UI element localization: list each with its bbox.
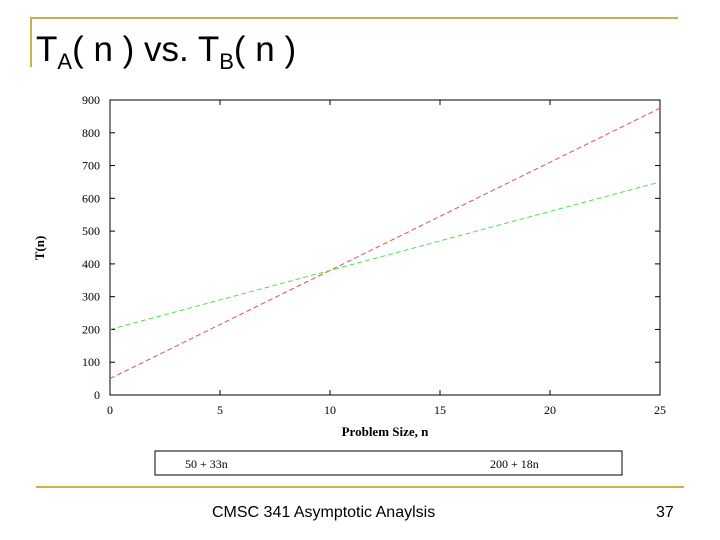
footer-course-title: CMSC 341 Asymptotic Anaylsis: [212, 504, 436, 521]
series-line-1: [109, 107, 661, 380]
title-text-1: T: [36, 30, 58, 69]
title-text-2: ( n ) vs. T: [72, 30, 220, 69]
legend: 50 + 33n 200 + 18n: [185, 457, 539, 471]
page-number: 37: [656, 504, 674, 521]
title-subscript-a: A: [57, 49, 73, 74]
legend-entry-1: 50 + 33n: [185, 457, 228, 471]
y-tick-label: 400: [82, 257, 100, 271]
x-tick-label: 0: [107, 403, 113, 417]
y-tick-label: 700: [82, 159, 100, 173]
plot-frame: [109, 99, 661, 396]
y-tick-label: 100: [82, 355, 100, 369]
x-tick-label: 15: [434, 403, 446, 417]
y-tick-label: 300: [82, 290, 100, 304]
y-tick-label: 200: [82, 322, 100, 336]
y-tick-label: 800: [82, 126, 100, 140]
title-subscript-b: B: [219, 49, 234, 74]
x-tick-label: 10: [324, 403, 336, 417]
x-tick-label: 25: [654, 403, 666, 417]
y-tick-label: 900: [82, 93, 100, 107]
x-axis-label: Problem Size, n: [342, 424, 430, 439]
x-axis: 0 5 10 15 20 25: [107, 100, 666, 417]
y-axis-label: T(n): [32, 236, 47, 261]
series-line-2: [109, 181, 661, 330]
series-lines: [109, 107, 661, 380]
y-tick-label: 500: [82, 224, 100, 238]
x-tick-label: 20: [544, 403, 556, 417]
y-tick-label: 0: [94, 388, 100, 402]
legend-box: [154, 450, 623, 476]
title-rule-left: [30, 17, 32, 67]
legend-entry-2: 200 + 18n: [490, 457, 539, 471]
title-text-3: ( n ): [233, 30, 297, 69]
y-axis: 0 100 200 300 400 500 600 700 800 900: [82, 93, 660, 402]
y-tick-label: 600: [82, 191, 100, 205]
footer-rule: [36, 486, 684, 488]
title-rule-top: [30, 17, 678, 19]
slide-title: TA( n ) vs. TB( n ): [36, 30, 296, 75]
x-tick-label: 5: [217, 403, 223, 417]
